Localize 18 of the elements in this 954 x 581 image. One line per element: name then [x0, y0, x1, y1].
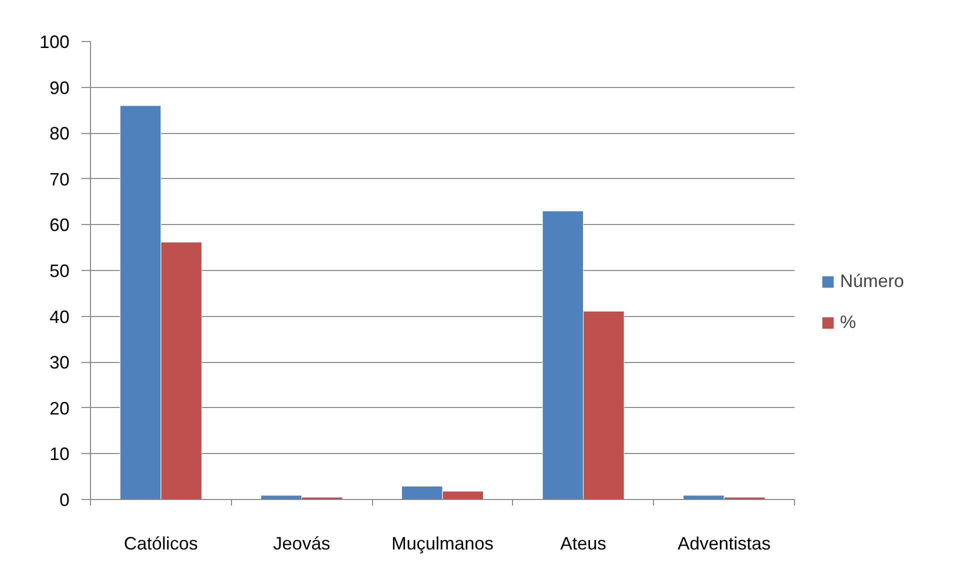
legend-label: Número: [840, 271, 904, 292]
y-tick-label: 40: [49, 306, 70, 327]
y-tick-label: 70: [49, 169, 70, 190]
x-tick-label: Jeovás: [273, 534, 330, 554]
y-tick-label: 100: [39, 32, 70, 52]
x-tick-label: Muçulmanos: [391, 534, 494, 554]
y-tick-label: 30: [49, 352, 70, 373]
y-tick-label: 50: [49, 261, 70, 281]
y-tick-label: 0: [59, 490, 70, 510]
y-tick-label: 60: [49, 215, 70, 236]
x-tick-label: Adventistas: [678, 534, 771, 554]
legend-label: %: [840, 312, 858, 333]
y-tick-label: 80: [49, 124, 70, 144]
x-tick-label: Católicos: [124, 534, 198, 554]
x-tick-label: Ateus: [560, 534, 606, 554]
y-tick-label: 90: [49, 78, 70, 98]
y-tick-label: 10: [49, 444, 70, 464]
y-tick-label: 20: [49, 398, 70, 418]
